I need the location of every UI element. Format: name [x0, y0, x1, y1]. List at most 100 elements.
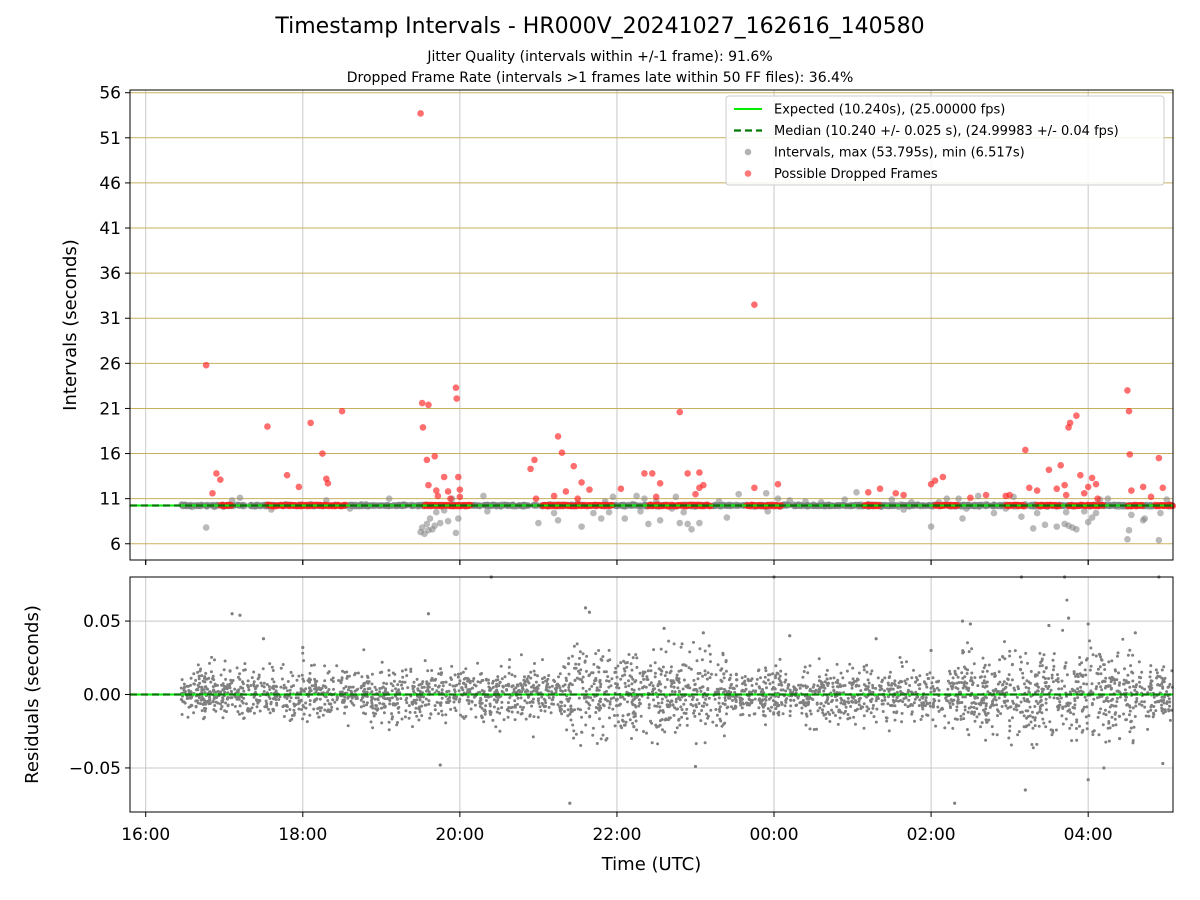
residual-point	[925, 701, 929, 705]
dropped-frame-point	[452, 384, 460, 391]
interval-point	[696, 519, 703, 527]
residual-point	[1134, 704, 1138, 708]
residual-point	[706, 716, 710, 720]
residual-point	[1140, 703, 1144, 707]
residual-point	[788, 714, 792, 718]
residual-point	[1133, 688, 1137, 692]
residual-point	[448, 683, 452, 687]
residual-point	[1006, 699, 1010, 703]
residual-point	[692, 709, 696, 713]
residual-point	[519, 705, 522, 709]
residual-point	[531, 689, 535, 693]
residual-point	[854, 684, 858, 688]
residual-point	[699, 689, 703, 693]
residual-point	[997, 670, 1001, 674]
interval-point	[1033, 509, 1041, 517]
residual-point	[816, 684, 820, 688]
interval-point	[764, 507, 772, 515]
residual-point	[380, 660, 384, 664]
y-tick-label: 21	[99, 399, 121, 419]
residual-point	[570, 654, 574, 658]
residual-point	[1146, 727, 1150, 731]
residual-point	[365, 674, 369, 678]
residuals-plot: 0.050.00−0.05 16:00 18:00 20:00 22:00 00:00 0…	[22, 575, 1174, 875]
residual-point	[753, 697, 757, 701]
residual-point	[657, 667, 661, 671]
residual-point	[516, 710, 520, 714]
residual-point	[533, 673, 537, 677]
residual-point	[525, 701, 529, 705]
residual-point	[444, 680, 448, 684]
residual-point	[478, 699, 482, 703]
residual-point	[1167, 709, 1171, 713]
residual-point	[987, 718, 991, 722]
residual-point	[682, 678, 686, 682]
residual-point	[1075, 718, 1079, 722]
residual-point	[1104, 676, 1108, 680]
dropped-frame-point	[684, 470, 691, 477]
residual-point	[1044, 666, 1048, 670]
interval-point	[656, 517, 664, 524]
residual-point	[673, 706, 677, 710]
residual-point	[537, 701, 541, 705]
residual-point	[534, 680, 538, 684]
residual-point	[543, 709, 547, 713]
residual-point	[981, 656, 985, 660]
residual-point	[976, 684, 980, 688]
dropped-frame-point	[1125, 407, 1133, 415]
residual-point	[740, 676, 744, 680]
residual-point	[735, 684, 739, 688]
residual-point	[1107, 710, 1111, 714]
residual-point	[599, 737, 603, 741]
dropped-frame-point	[1084, 483, 1092, 491]
residual-point	[914, 690, 918, 694]
residual-point	[1068, 690, 1072, 694]
residual-point	[614, 666, 618, 670]
residual-point	[1019, 660, 1023, 664]
residual-point	[536, 674, 539, 678]
residual-point	[353, 689, 357, 693]
residual-point	[687, 666, 691, 670]
dropped-frame-point	[1094, 495, 1101, 502]
residual-point	[343, 695, 347, 699]
residual-point	[508, 696, 512, 700]
residual-point	[663, 674, 667, 678]
residual-point	[839, 701, 843, 705]
residual-point	[987, 663, 991, 667]
residual-point	[827, 702, 830, 706]
residual-point	[841, 702, 845, 706]
residual-point	[870, 669, 874, 673]
residual-point	[420, 686, 424, 689]
residual-point	[599, 657, 603, 661]
residual-point	[549, 711, 553, 715]
dropped-frame-point	[425, 481, 432, 489]
interval-point	[605, 508, 613, 516]
residual-point	[871, 683, 875, 687]
residual-point	[883, 689, 886, 693]
residual-point	[196, 670, 200, 674]
residual-point	[204, 671, 208, 675]
residual-point	[500, 706, 504, 710]
residual-point	[461, 681, 465, 685]
residual-point	[849, 705, 853, 708]
residual-point	[578, 672, 582, 675]
residual-point	[563, 689, 567, 692]
residual-point	[523, 690, 527, 694]
dropped-frame-point	[444, 488, 452, 495]
interval-point	[433, 508, 440, 516]
residual-point	[1102, 663, 1106, 667]
residual-point	[603, 690, 607, 694]
residual-point	[341, 669, 344, 673]
residual-point	[918, 698, 922, 702]
residual-point	[1008, 719, 1011, 723]
residual-point	[1115, 700, 1119, 704]
residual-point	[891, 695, 895, 698]
residual-point	[1144, 714, 1148, 718]
residual-point	[356, 687, 360, 691]
residual-point	[653, 671, 657, 675]
residual-point	[1048, 720, 1052, 724]
residual-point	[851, 677, 855, 681]
residual-point	[426, 669, 430, 673]
residual-point	[955, 717, 959, 721]
residual-point	[1092, 729, 1096, 733]
